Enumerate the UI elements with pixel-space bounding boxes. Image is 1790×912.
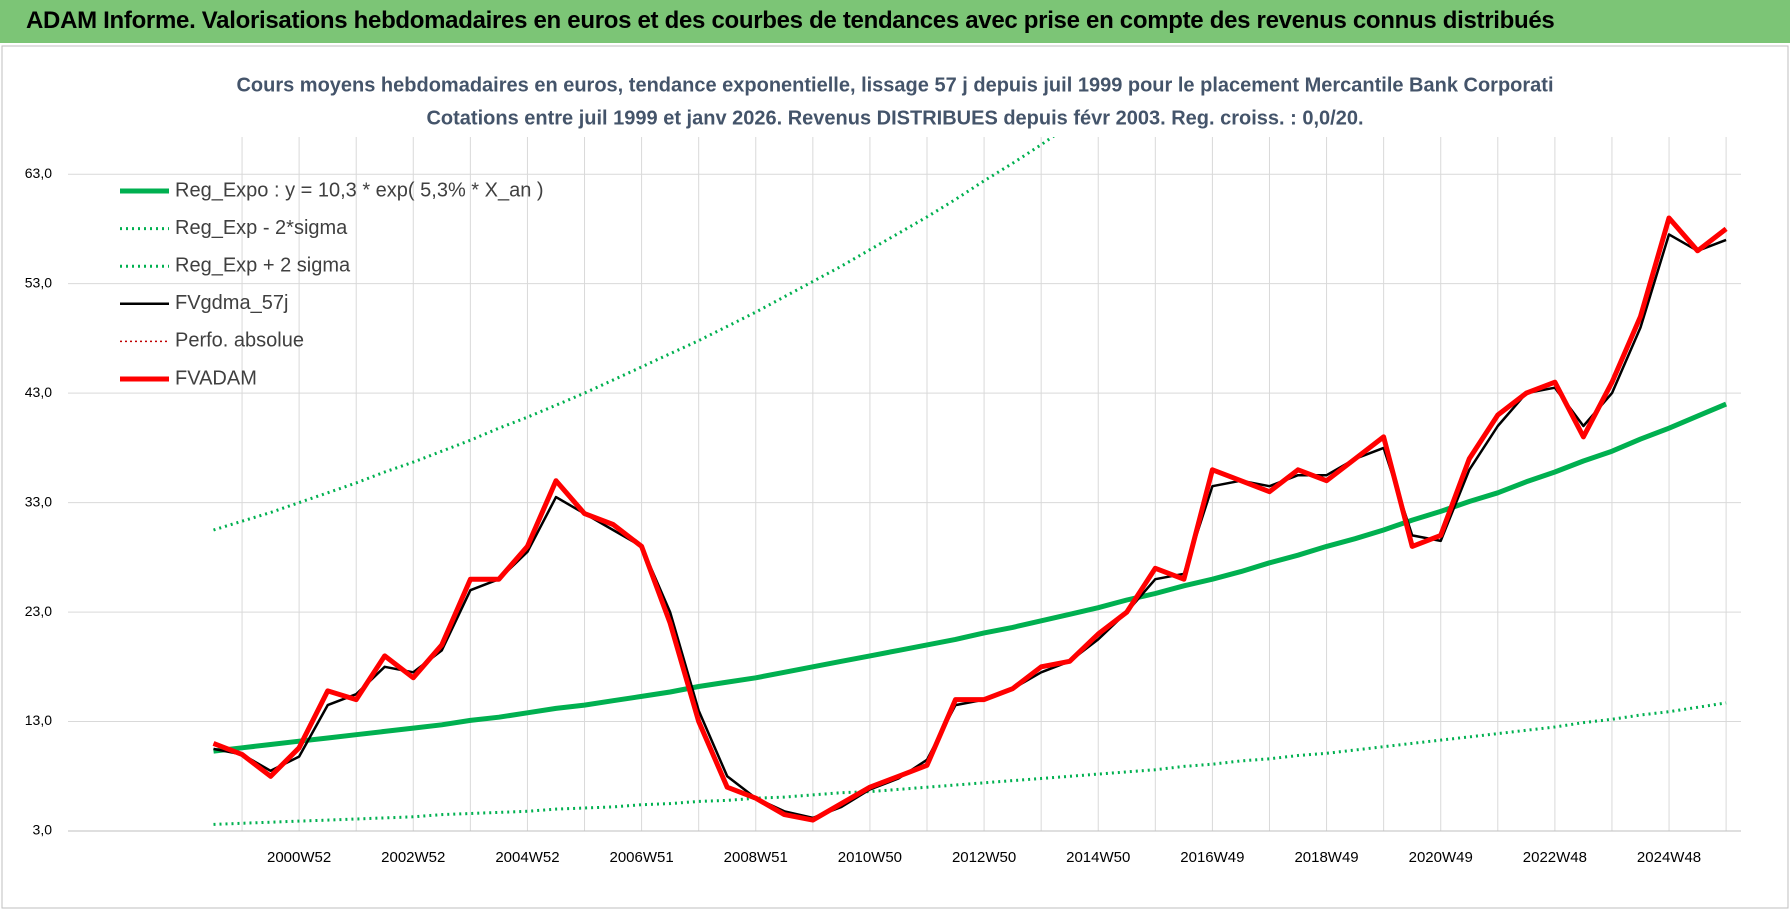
- y-tick-label: 43,0: [25, 384, 52, 400]
- x-tick-label: 2024W48: [1637, 849, 1701, 866]
- x-tick-label: 2022W48: [1523, 849, 1587, 866]
- series-line: [213, 233, 1727, 820]
- header: ADAM Informe. Valorisations hebdomadaire…: [0, 0, 1790, 43]
- chart: Cours moyens hebdomadaires en euros, ten…: [1, 45, 1789, 909]
- x-tick-label: 2016W49: [1180, 849, 1244, 866]
- x-tick-label: 2018W49: [1294, 849, 1358, 866]
- x-tick-label: 2020W49: [1409, 849, 1473, 866]
- legend-label: Reg_Exp + 2 sigma: [175, 254, 351, 276]
- x-tick-label: 2000W52: [267, 849, 331, 866]
- chart-frame: [1, 45, 1789, 909]
- x-tick-label: 2010W50: [838, 849, 902, 866]
- y-tick-label: 3,0: [33, 822, 53, 838]
- x-tick-label: 2008W51: [724, 849, 788, 866]
- series-line: [213, 401, 1728, 754]
- legend-label: FVgdma_57j: [175, 292, 288, 314]
- x-tick-label: 2004W52: [495, 849, 559, 866]
- y-tick-label: 13,0: [25, 712, 52, 728]
- header-title: ADAM Informe. Valorisations hebdomadaire…: [26, 7, 1555, 34]
- legend-label: FVADAM: [175, 367, 257, 389]
- x-tick-label: 2012W50: [952, 849, 1016, 866]
- x-tick-label: 2014W50: [1066, 849, 1130, 866]
- legend-label: Reg_Exp - 2*sigma: [175, 217, 348, 239]
- legend-label: Perfo. absolue: [175, 330, 304, 352]
- legend-label: Reg_Expo : y = 10,3 * exp( 5,3% * X_an ): [175, 179, 544, 201]
- chart-subtitle: Cotations entre juil 1999 et janv 2026. …: [426, 107, 1363, 129]
- y-tick-label: 33,0: [25, 493, 52, 509]
- series-line: [212, 215, 1728, 823]
- y-tick-label: 53,0: [25, 274, 52, 290]
- x-tick-label: 2002W52: [381, 849, 445, 866]
- y-tick-label: 63,0: [25, 165, 52, 181]
- chart-title: Cours moyens hebdomadaires en euros, ten…: [236, 74, 1553, 96]
- x-tick-label: 2006W51: [609, 849, 673, 866]
- y-tick-label: 23,0: [25, 603, 52, 619]
- series-line: [213, 701, 1727, 826]
